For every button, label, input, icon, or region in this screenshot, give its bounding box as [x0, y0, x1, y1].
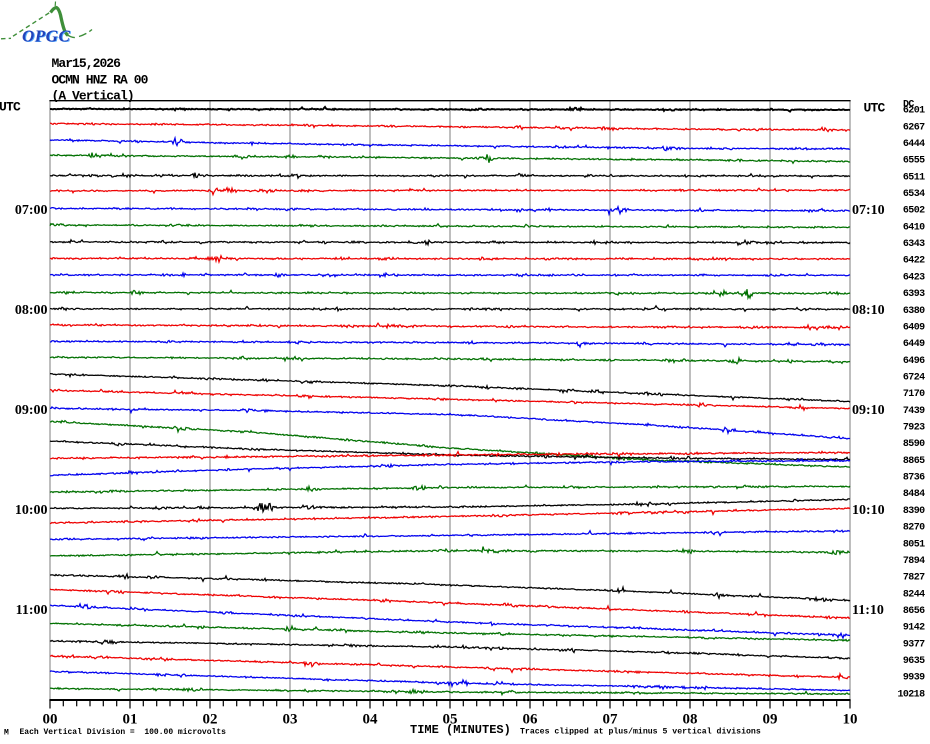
svg-text:Traces clipped at plus/minus 5: Traces clipped at plus/minus 5 vertical …: [520, 727, 761, 737]
svg-text:00: 00: [43, 712, 58, 728]
svg-text:6724: 6724: [903, 372, 925, 383]
svg-text:10: 10: [843, 712, 858, 728]
svg-text:08:00: 08:00: [15, 303, 48, 318]
svg-text:06: 06: [523, 712, 539, 728]
svg-text:10:10: 10:10: [852, 503, 885, 518]
svg-text:07: 07: [603, 712, 619, 728]
svg-text:OPGC: OPGC: [23, 27, 71, 46]
svg-text:6409: 6409: [903, 322, 925, 333]
svg-text:9939: 9939: [903, 673, 925, 684]
svg-text:11:00: 11:00: [16, 603, 48, 618]
svg-text:6449: 6449: [903, 339, 925, 350]
svg-text:08: 08: [683, 712, 698, 728]
svg-text:08:10: 08:10: [852, 303, 885, 318]
svg-text:7894: 7894: [903, 556, 925, 567]
svg-text:03: 03: [283, 712, 298, 728]
svg-text:09: 09: [763, 712, 778, 728]
svg-text:7170: 7170: [903, 389, 925, 400]
svg-text:9377: 9377: [903, 639, 925, 650]
svg-text:6267: 6267: [903, 122, 925, 133]
svg-text:8051: 8051: [903, 539, 925, 550]
svg-text:6343: 6343: [903, 239, 925, 250]
svg-text:6201: 6201: [903, 106, 925, 117]
svg-text:8244: 8244: [903, 589, 925, 600]
svg-text:6511: 6511: [903, 172, 925, 183]
svg-text:8270: 8270: [903, 523, 925, 534]
svg-text:DC: DC: [903, 99, 914, 110]
svg-text:8736: 8736: [903, 473, 925, 484]
svg-text:6444: 6444: [903, 139, 925, 150]
svg-text:Each Vertical Division = 100.: Each Vertical Division = 100.00 microvol…: [20, 728, 227, 737]
svg-text:OPGC: OPGC: [22, 26, 70, 45]
svg-text:UTC: UTC: [0, 100, 21, 115]
svg-text:7439: 7439: [903, 406, 925, 417]
svg-text:6423: 6423: [903, 272, 925, 283]
svg-text:6410: 6410: [903, 222, 925, 233]
svg-text:8484: 8484: [903, 489, 925, 500]
svg-text:6380: 6380: [903, 306, 925, 317]
svg-text:8390: 8390: [903, 506, 925, 517]
svg-text:10218: 10218: [897, 689, 925, 700]
svg-text:10:00: 10:00: [15, 503, 48, 518]
svg-text:09:00: 09:00: [15, 403, 48, 418]
svg-text:9635: 9635: [903, 656, 925, 667]
svg-text:8656: 8656: [903, 606, 925, 617]
svg-text:7827: 7827: [903, 573, 925, 584]
svg-text:8590: 8590: [903, 439, 925, 450]
svg-text:M: M: [4, 729, 9, 738]
svg-text:04: 04: [363, 712, 379, 728]
svg-text:05: 05: [443, 712, 458, 728]
svg-text:9142: 9142: [903, 623, 925, 634]
svg-text:6422: 6422: [903, 256, 925, 267]
svg-text:02: 02: [203, 712, 218, 728]
svg-text:8865: 8865: [903, 456, 925, 467]
svg-text:6534: 6534: [903, 189, 925, 200]
svg-text:Mar15,2026: Mar15,2026: [52, 56, 122, 71]
svg-text:6555: 6555: [903, 156, 925, 167]
svg-text:(A Vertical): (A Vertical): [52, 88, 134, 103]
svg-text:07:10: 07:10: [852, 203, 885, 218]
svg-text:OCMN HNZ RA 00: OCMN HNZ RA 00: [52, 72, 149, 87]
svg-text:11:10: 11:10: [852, 603, 884, 618]
svg-text:TIME (MINUTES): TIME (MINUTES): [410, 723, 511, 737]
svg-text:UTC: UTC: [864, 101, 886, 116]
svg-text:6502: 6502: [903, 206, 925, 217]
svg-text:6496: 6496: [903, 356, 925, 367]
svg-text:01: 01: [123, 712, 138, 728]
svg-text:6393: 6393: [903, 289, 925, 300]
svg-text:7923: 7923: [903, 423, 925, 434]
svg-text:07:00: 07:00: [15, 203, 48, 218]
svg-text:09:10: 09:10: [852, 403, 885, 418]
